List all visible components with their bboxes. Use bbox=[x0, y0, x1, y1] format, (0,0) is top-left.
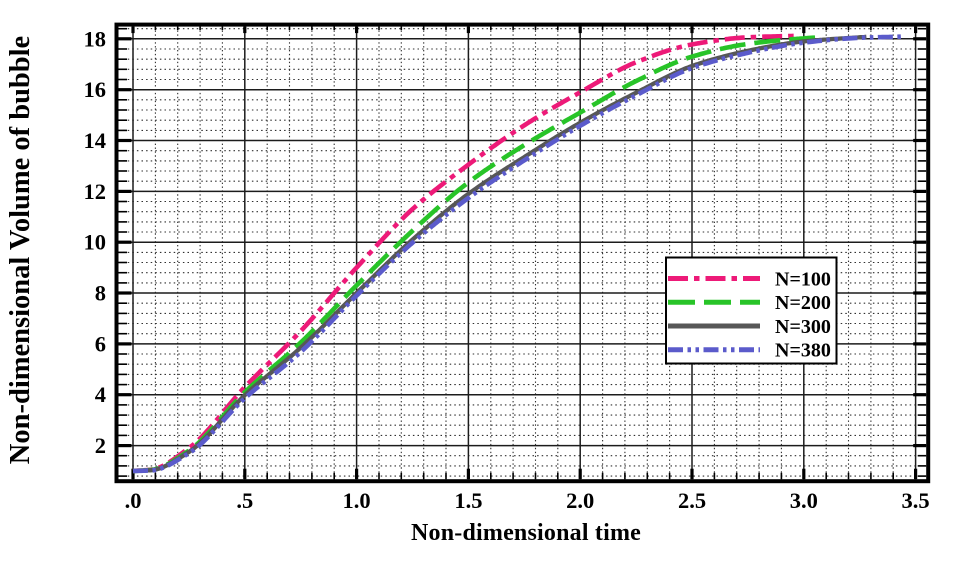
svg-text:.5: .5 bbox=[236, 488, 253, 513]
svg-text:3.0: 3.0 bbox=[790, 488, 818, 513]
svg-text:Non-dimensional Volume of bubb: Non-dimensional Volume of bubble bbox=[5, 36, 36, 464]
svg-text:.0: .0 bbox=[125, 488, 142, 513]
svg-text:2: 2 bbox=[95, 433, 106, 458]
svg-text:1.5: 1.5 bbox=[454, 488, 482, 513]
svg-text:1.0: 1.0 bbox=[343, 488, 371, 513]
svg-text:18: 18 bbox=[84, 26, 107, 51]
svg-text:2.5: 2.5 bbox=[678, 488, 706, 513]
svg-text:4: 4 bbox=[95, 382, 106, 407]
svg-text:N=300: N=300 bbox=[775, 316, 831, 338]
svg-text:2.0: 2.0 bbox=[566, 488, 594, 513]
svg-text:3.5: 3.5 bbox=[902, 488, 930, 513]
svg-text:N=100: N=100 bbox=[775, 268, 831, 290]
svg-text:N=380: N=380 bbox=[775, 340, 831, 362]
svg-text:Non-dimensional time: Non-dimensional time bbox=[411, 520, 641, 546]
svg-text:16: 16 bbox=[84, 77, 107, 102]
svg-text:14: 14 bbox=[84, 128, 107, 153]
svg-text:N=200: N=200 bbox=[775, 292, 831, 314]
svg-text:6: 6 bbox=[95, 331, 106, 356]
svg-text:8: 8 bbox=[95, 281, 106, 306]
svg-text:12: 12 bbox=[84, 179, 107, 204]
svg-text:10: 10 bbox=[84, 230, 107, 255]
